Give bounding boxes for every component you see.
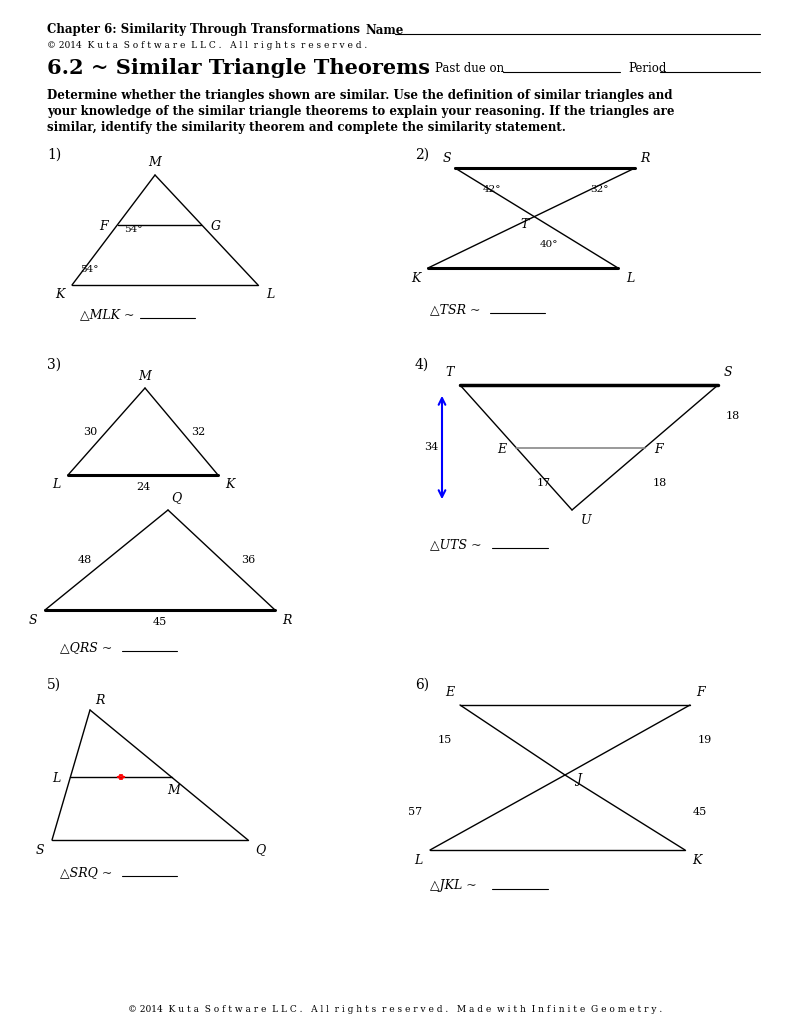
- Text: F: F: [696, 686, 704, 699]
- Text: U: U: [581, 513, 591, 526]
- Text: © 2014  K u t a  S o f t w a r e  L L C .   A l l  r i g h t s  r e s e r v e d : © 2014 K u t a S o f t w a r e L L C . A…: [47, 42, 367, 50]
- Text: K: K: [225, 478, 235, 492]
- Text: 24: 24: [136, 482, 150, 492]
- Text: 32°: 32°: [590, 185, 608, 195]
- Text: 54°: 54°: [80, 265, 99, 274]
- Text: L: L: [414, 853, 422, 866]
- Text: 18: 18: [653, 478, 668, 488]
- Text: M: M: [149, 157, 161, 170]
- Text: S: S: [28, 613, 37, 627]
- Text: F: F: [655, 443, 664, 456]
- Text: © 2014  K u t a  S o f t w a r e  L L C .   A l l  r i g h t s  r e s e r v e d : © 2014 K u t a S o f t w a r e L L C . A…: [128, 1006, 662, 1015]
- Text: M: M: [168, 784, 180, 798]
- Text: 48: 48: [78, 555, 92, 565]
- Text: T: T: [520, 218, 528, 231]
- Text: △UTS ~: △UTS ~: [430, 539, 482, 552]
- Text: 3): 3): [47, 358, 61, 372]
- Text: 18: 18: [726, 411, 740, 421]
- Text: J: J: [577, 772, 581, 785]
- Text: 34: 34: [424, 442, 438, 452]
- Text: 36: 36: [241, 555, 255, 565]
- Text: 30: 30: [83, 427, 97, 437]
- Text: Name: Name: [365, 24, 403, 37]
- Text: R: R: [95, 693, 104, 707]
- Text: △QRS ~: △QRS ~: [60, 641, 112, 654]
- Text: Determine whether the triangles shown are similar. Use the definition of similar: Determine whether the triangles shown ar…: [47, 88, 672, 101]
- Text: L: L: [626, 271, 634, 285]
- Text: 42°: 42°: [483, 185, 501, 195]
- Text: F: F: [100, 220, 108, 233]
- Text: E: E: [445, 686, 455, 699]
- Text: 2): 2): [415, 148, 430, 162]
- Text: Period: Period: [628, 61, 666, 75]
- Text: Past due on: Past due on: [435, 61, 504, 75]
- Text: L: L: [266, 289, 274, 301]
- Text: 40°: 40°: [539, 241, 558, 249]
- Text: K: K: [411, 271, 421, 285]
- Text: K: K: [55, 289, 65, 301]
- Text: Chapter 6: Similarity Through Transformations: Chapter 6: Similarity Through Transforma…: [47, 24, 360, 37]
- Text: 19: 19: [698, 735, 712, 745]
- Text: L: L: [52, 478, 60, 492]
- Text: T: T: [446, 367, 454, 380]
- Text: 54°: 54°: [123, 225, 142, 234]
- Text: 17: 17: [537, 478, 551, 488]
- Text: △TSR ~: △TSR ~: [430, 303, 480, 316]
- Text: R: R: [282, 613, 292, 627]
- Text: your knowledge of the similar triangle theorems to explain your reasoning. If th: your knowledge of the similar triangle t…: [47, 104, 675, 118]
- Text: Q: Q: [255, 844, 265, 856]
- Text: S: S: [36, 844, 44, 856]
- Text: 5): 5): [47, 678, 61, 692]
- Text: R: R: [640, 152, 649, 165]
- Text: 45: 45: [153, 617, 167, 627]
- Text: Q: Q: [171, 492, 181, 505]
- Text: S: S: [443, 152, 452, 165]
- Text: M: M: [138, 370, 151, 383]
- Text: △MLK ~: △MLK ~: [80, 308, 134, 322]
- Text: 57: 57: [408, 807, 422, 817]
- Text: 15: 15: [437, 735, 452, 745]
- Text: 1): 1): [47, 148, 61, 162]
- Text: 4): 4): [415, 358, 430, 372]
- Text: △JKL ~: △JKL ~: [430, 880, 477, 893]
- Text: 45: 45: [693, 807, 707, 817]
- Text: E: E: [498, 443, 506, 456]
- Text: similar, identify the similarity theorem and complete the similarity statement.: similar, identify the similarity theorem…: [47, 121, 566, 133]
- Text: S: S: [724, 367, 732, 380]
- Text: G: G: [210, 220, 221, 233]
- Text: 6.2 ~ Similar Triangle Theorems: 6.2 ~ Similar Triangle Theorems: [47, 58, 430, 78]
- Text: 6): 6): [415, 678, 430, 692]
- Text: △SRQ ~: △SRQ ~: [60, 866, 112, 880]
- Text: L: L: [52, 772, 60, 785]
- Text: K: K: [692, 853, 702, 866]
- Text: 32: 32: [191, 427, 205, 437]
